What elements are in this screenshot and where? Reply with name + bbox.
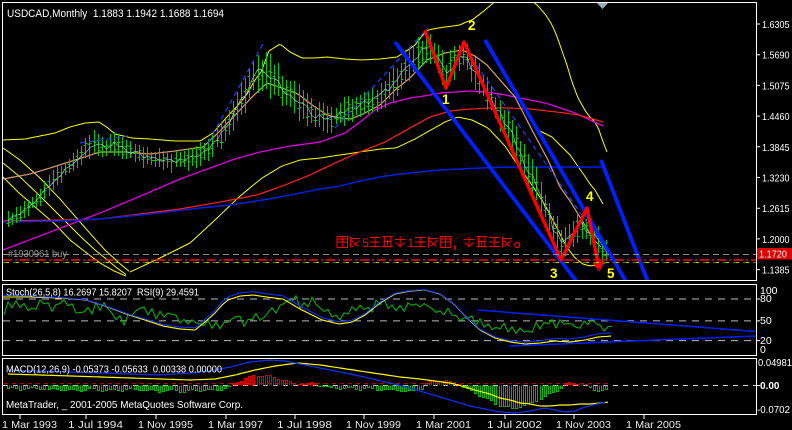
svg-text:1 Nov 1995: 1 Nov 1995: [138, 419, 193, 430]
svg-text:1 Nov 1999: 1 Nov 1999: [346, 419, 401, 430]
svg-text:1: 1: [442, 92, 450, 107]
svg-text:20: 20: [760, 335, 772, 347]
svg-text:5: 5: [607, 266, 615, 281]
svg-text:1 Mar 2005: 1 Mar 2005: [626, 419, 681, 430]
svg-text:5: 5: [362, 236, 369, 250]
svg-text:0.04981: 0.04981: [758, 358, 792, 369]
svg-text:1: 1: [408, 236, 415, 250]
svg-text:MetaTrader, _ 2001-2005 MetaQu: MetaTrader, _ 2001-2005 MetaQuotes Softw…: [6, 399, 243, 411]
svg-text:1 Mar 1997: 1 Mar 1997: [208, 419, 263, 430]
svg-text:2: 2: [468, 18, 476, 33]
svg-text:1.1720: 1.1720: [759, 249, 787, 261]
svg-text:USDCAD,Monthly 1.1883 1.1942: USDCAD,Monthly 1.1883 1.1942 1.1688 1.16…: [7, 8, 224, 20]
svg-text:3: 3: [550, 266, 558, 281]
svg-text:1 Mar 1993: 1 Mar 1993: [2, 419, 57, 430]
svg-text:1 Jul 2002: 1 Jul 2002: [487, 419, 542, 430]
svg-text:1.5075: 1.5075: [762, 80, 790, 92]
svg-text:Stoch(26,5,8) 16.2697 15.8207: Stoch(26,5,8) 16.2697 15.8207 RSI(9) 29.…: [6, 287, 199, 299]
svg-text:1.3230: 1.3230: [762, 173, 790, 185]
svg-text:1.6305: 1.6305: [762, 19, 790, 31]
svg-text:1.3845: 1.3845: [762, 142, 790, 154]
svg-text:#1930961 buy: #1930961 buy: [8, 249, 67, 260]
svg-text:MACD(12,26,9) -0.05373 -0.0563: MACD(12,26,9) -0.05373 -0.05633 0.00338 …: [6, 364, 222, 376]
svg-text:1.4460: 1.4460: [762, 111, 790, 123]
svg-text:0: 0: [760, 344, 766, 356]
svg-text:80: 80: [760, 293, 772, 305]
svg-text:1.2000: 1.2000: [762, 234, 790, 246]
svg-text:0.00: 0.00: [760, 381, 780, 392]
svg-text:1 Jul 1998: 1 Jul 1998: [277, 419, 332, 430]
svg-text:1 Mar 2001: 1 Mar 2001: [416, 419, 471, 430]
svg-text:100: 100: [760, 285, 778, 297]
svg-text:1.2615: 1.2615: [762, 203, 790, 215]
svg-text:1 Jul 1994: 1 Jul 1994: [68, 419, 123, 430]
svg-text:1 Nov 2003: 1 Nov 2003: [556, 419, 611, 430]
svg-text:4: 4: [586, 189, 594, 204]
svg-text:1.5690: 1.5690: [762, 50, 790, 62]
svg-text:50: 50: [760, 315, 772, 327]
svg-text:-0.0702: -0.0702: [757, 405, 790, 416]
svg-text:1.1385: 1.1385: [762, 265, 790, 277]
